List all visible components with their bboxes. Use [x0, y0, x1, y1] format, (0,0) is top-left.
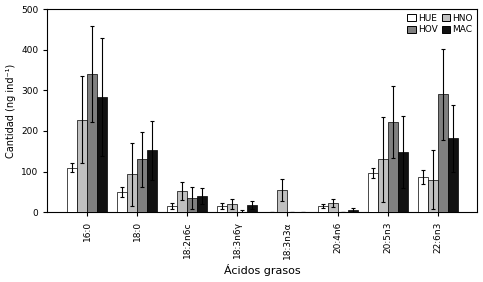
Bar — [378, 159, 388, 212]
Y-axis label: Cantidad (ng ind⁻¹): Cantidad (ng ind⁻¹) — [6, 63, 15, 158]
Bar — [388, 122, 398, 212]
Bar — [177, 191, 187, 212]
Bar — [227, 204, 237, 212]
Bar — [277, 190, 287, 212]
Bar — [67, 168, 77, 212]
Bar — [448, 138, 458, 212]
Bar — [197, 196, 207, 212]
Bar — [167, 206, 177, 212]
Bar — [217, 206, 227, 212]
Bar — [247, 205, 257, 212]
Legend: HUE, HOV, HNO, MAC: HUE, HOV, HNO, MAC — [404, 10, 477, 38]
Bar — [97, 97, 107, 212]
Bar — [147, 151, 157, 212]
Bar — [137, 159, 147, 212]
Bar — [418, 177, 428, 212]
Bar — [438, 94, 448, 212]
Bar — [87, 74, 97, 212]
Bar — [317, 206, 327, 212]
Bar — [348, 210, 357, 212]
X-axis label: Ácidos grasos: Ácidos grasos — [224, 265, 301, 276]
Bar — [368, 173, 378, 212]
Bar — [127, 175, 137, 212]
Bar — [117, 192, 127, 212]
Bar — [77, 120, 87, 212]
Bar — [398, 152, 408, 212]
Bar — [187, 198, 197, 212]
Bar — [428, 180, 438, 212]
Bar — [327, 203, 338, 212]
